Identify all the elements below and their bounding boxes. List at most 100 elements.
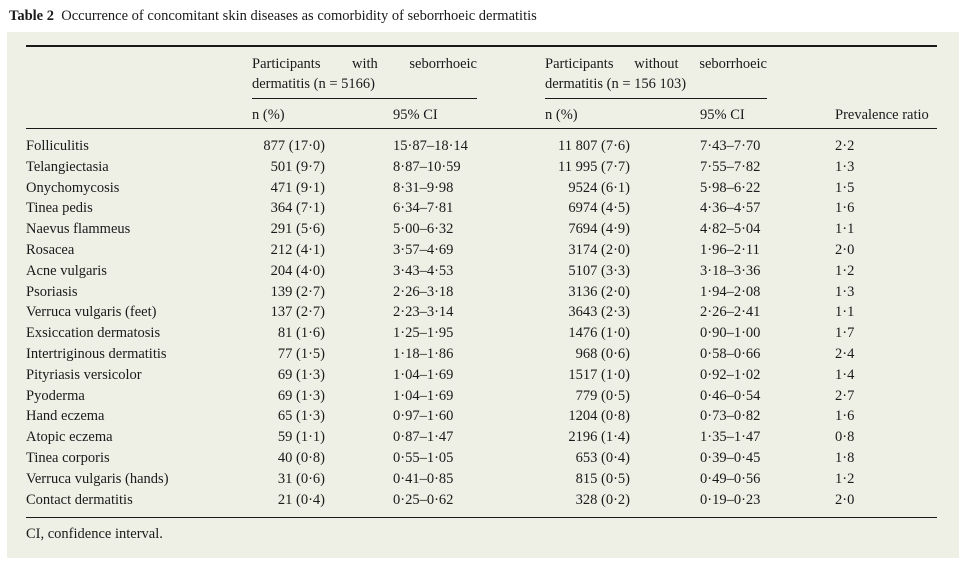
without-n-cell: 815 (0·5) <box>575 470 630 487</box>
disease-cell: Acne vulgaris <box>26 262 107 279</box>
with-ci-cell: 0·41–0·85 <box>393 470 454 487</box>
with-n-cell: 204 (4·0) <box>270 262 325 279</box>
col-header-n-without: n (%) <box>545 107 578 123</box>
prevalence-ratio-cell: 2·7 <box>835 387 855 404</box>
with-ci-cell: 3·57–4·69 <box>393 242 454 258</box>
without-ci-cell: 7·43–7·70 <box>700 138 761 154</box>
with-ci-cell: 2·23–3·14 <box>393 304 454 321</box>
without-ci-cell: 0·73–0·82 <box>700 408 761 425</box>
without-ci-cell: 0·58–0·66 <box>700 346 761 362</box>
disease-cell: Contact dermatitis <box>26 491 133 508</box>
with-n-cell: 65 (1·3) <box>277 408 325 425</box>
without-n-cell: 7694 (4·9) <box>568 221 630 238</box>
with-n-cell: 77 (1·5) <box>277 346 325 362</box>
disease-cell: Psoriasis <box>26 283 78 300</box>
prevalence-ratio-cell: 2·0 <box>835 491 855 508</box>
table-label: Table 2 <box>9 8 54 24</box>
disease-cell: Verruca vulgaris (feet) <box>26 304 157 321</box>
without-n-cell: 2196 (1·4) <box>568 429 630 446</box>
prevalence-ratio-cell: 1·1 <box>835 221 855 238</box>
without-n-cell: 968 (0·6) <box>575 346 630 362</box>
without-ci-cell: 0·46–0·54 <box>700 387 761 404</box>
without-n-cell: 9524 (6·1) <box>568 179 630 196</box>
without-ci-cell: 0·90–1·00 <box>700 325 761 342</box>
without-ci-cell: 5·98–6·22 <box>700 179 761 196</box>
disease-cell: Hand eczema <box>26 408 105 425</box>
with-n-cell: 139 (2·7) <box>270 283 325 300</box>
without-ci-cell: 3·18–3·36 <box>700 262 761 279</box>
prevalence-ratio-cell: 1·2 <box>835 262 855 279</box>
with-ci-cell: 1·04–1·69 <box>393 387 454 404</box>
without-n-cell: 1476 (1·0) <box>568 325 630 342</box>
with-n-cell: 69 (1·3) <box>277 387 325 404</box>
col-header-prevalence-ratio: Prevalence ratio <box>835 107 929 123</box>
without-n-cell: 3136 (2·0) <box>568 283 630 300</box>
prevalence-ratio-cell: 2·4 <box>835 346 855 362</box>
without-n-cell: 3643 (2·3) <box>568 304 630 321</box>
disease-cell: Verruca vulgaris (hands) <box>26 470 169 487</box>
with-n-cell: 501 (9·7) <box>270 158 325 175</box>
with-ci-cell: 0·87–1·47 <box>393 429 454 446</box>
with-n-cell: 137 (2·7) <box>270 304 325 321</box>
group-with-line2: dermatitis (n = 5166) <box>252 76 375 92</box>
without-ci-cell: 4·82–5·04 <box>700 221 761 238</box>
without-ci-cell: 7·55–7·82 <box>700 158 761 175</box>
prevalence-ratio-cell: 1·6 <box>835 200 855 217</box>
with-ci-cell: 5·00–6·32 <box>393 221 454 238</box>
prevalence-ratio-cell: 1·2 <box>835 470 855 487</box>
with-ci-cell: 0·55–1·05 <box>393 450 454 466</box>
with-n-cell: 40 (0·8) <box>277 450 325 466</box>
footnote: CI, confidence interval. <box>26 526 163 542</box>
with-n-cell: 59 (1·1) <box>277 429 325 446</box>
prevalence-ratio-cell: 1·6 <box>835 408 855 425</box>
disease-cell: Folliculitis <box>26 138 89 154</box>
without-n-cell: 6974 (4·5) <box>568 200 630 217</box>
group-with-underline <box>252 98 477 99</box>
with-n-cell: 21 (0·4) <box>277 491 325 508</box>
disease-cell: Tinea pedis <box>26 200 93 217</box>
prevalence-ratio-cell: 1·3 <box>835 283 855 300</box>
disease-cell: Exsiccation dermatosis <box>26 325 161 342</box>
with-n-cell: 81 (1·6) <box>277 325 325 342</box>
bottom-rule <box>26 517 937 518</box>
without-n-cell: 11 995 (7·7) <box>558 158 630 175</box>
prevalence-ratio-cell: 0·8 <box>835 429 855 446</box>
without-ci-cell: 0·49–0·56 <box>700 470 761 487</box>
with-n-cell: 212 (4·1) <box>270 242 325 258</box>
without-ci-cell: 1·96–2·11 <box>700 242 760 258</box>
with-n-cell: 364 (7·1) <box>270 200 325 217</box>
group-without-underline <box>545 98 767 99</box>
group-without-line2: dermatitis (n = 156 103) <box>545 76 687 92</box>
prevalence-ratio-cell: 1·8 <box>835 450 855 466</box>
col-header-n-with: n (%) <box>252 107 285 123</box>
table-title: Occurrence of concomitant skin diseases … <box>61 8 537 24</box>
prevalence-ratio-cell: 1·5 <box>835 179 855 196</box>
with-ci-cell: 0·97–1·60 <box>393 408 454 425</box>
with-ci-cell: 15·87–18·14 <box>393 138 468 154</box>
disease-cell: Tinea corporis <box>26 450 110 466</box>
disease-cell: Pityriasis versicolor <box>26 366 142 383</box>
disease-cell: Atopic eczema <box>26 429 113 446</box>
with-n-cell: 877 (17·0) <box>263 138 325 154</box>
group-with-line1: Participants with seborrhoeic <box>252 56 477 72</box>
without-n-cell: 328 (0·2) <box>575 491 630 508</box>
without-ci-cell: 1·94–2·08 <box>700 283 761 300</box>
without-n-cell: 1517 (1·0) <box>568 366 630 383</box>
with-ci-cell: 6·34–7·81 <box>393 200 454 217</box>
disease-cell: Naevus flammeus <box>26 221 131 238</box>
with-n-cell: 31 (0·6) <box>277 470 325 487</box>
with-ci-cell: 1·04–1·69 <box>393 366 454 383</box>
col-header-ci-without: 95% CI <box>700 107 745 123</box>
disease-cell: Intertriginous dermatitis <box>26 346 167 362</box>
disease-cell: Rosacea <box>26 242 75 258</box>
without-ci-cell: 0·39–0·45 <box>700 450 761 466</box>
prevalence-ratio-cell: 1·7 <box>835 325 855 342</box>
without-n-cell: 11 807 (7·6) <box>558 138 630 154</box>
without-ci-cell: 2·26–2·41 <box>700 304 761 321</box>
col-header-ci-with: 95% CI <box>393 107 438 123</box>
prevalence-ratio-cell: 2·2 <box>835 138 855 154</box>
with-ci-cell: 8·31–9·98 <box>393 179 454 196</box>
with-ci-cell: 1·18–1·86 <box>393 346 454 362</box>
with-ci-cell: 3·43–4·53 <box>393 262 454 279</box>
prevalence-ratio-cell: 1·4 <box>835 366 855 383</box>
